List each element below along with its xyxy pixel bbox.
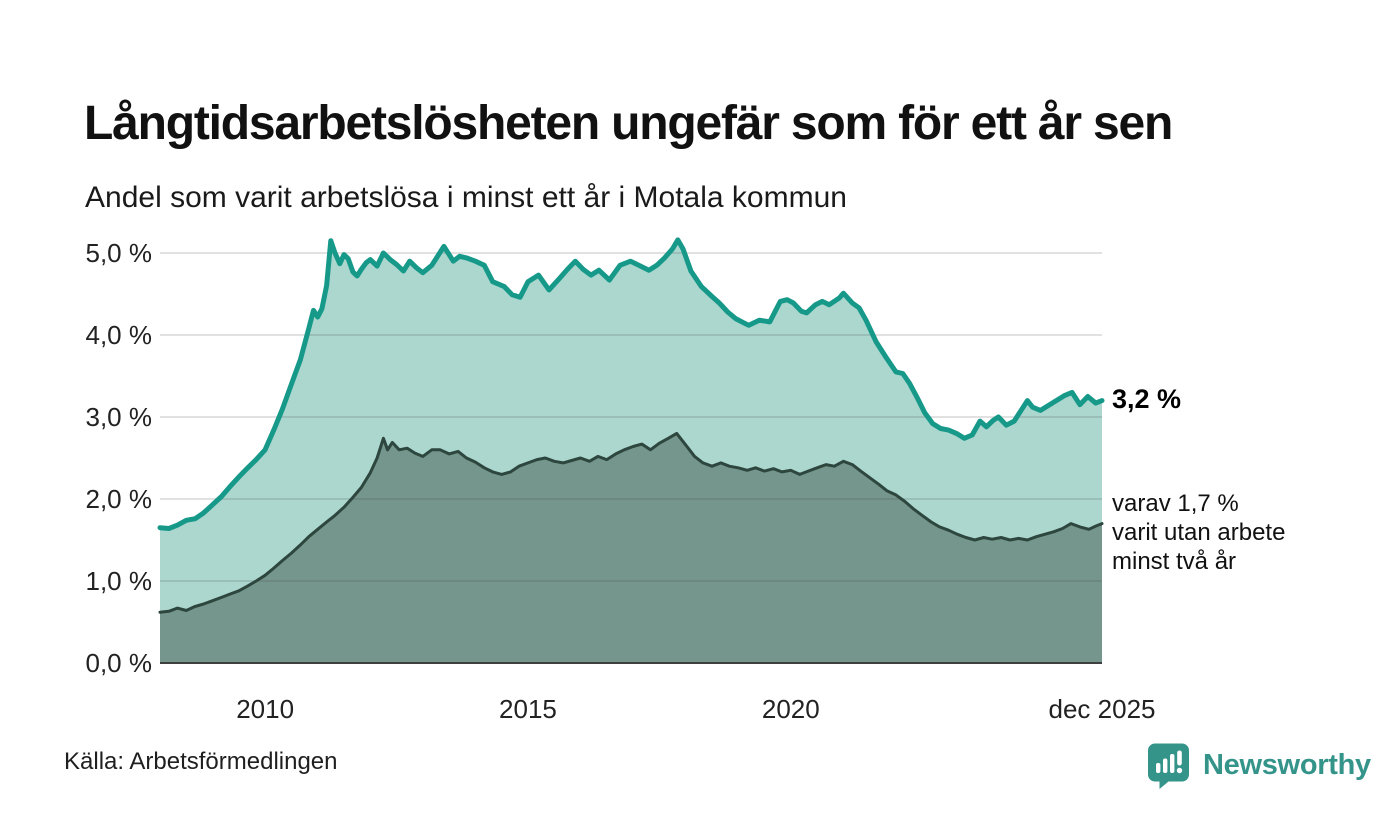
series-2-area — [160, 433, 1102, 663]
y-axis-tick-label: 1,0 % — [86, 566, 153, 596]
series-1-line — [157, 237, 1105, 531]
y-axis-tick-label: 3,0 % — [86, 402, 153, 432]
y-axis-tick-label: 2,0 % — [86, 484, 153, 514]
y-axis-tick-label: 0,0 % — [86, 648, 153, 678]
y-axis-tick-label: 5,0 % — [86, 238, 153, 268]
newsworthy-logo: Newsworthy — [1146, 742, 1371, 789]
series-2-line — [158, 431, 1104, 614]
x-axis-tick-label: 2015 — [499, 694, 557, 724]
page-title: Långtidsarbetslösheten ungefär som för e… — [84, 97, 1173, 151]
y-axis-tick-label: 4,0 % — [86, 320, 153, 350]
series1-end-value-label: 3,2 % — [1112, 383, 1182, 414]
page-subtitle: Andel som varit arbetslösa i minst ett å… — [85, 180, 847, 214]
x-axis-tick-label: dec 2025 — [1049, 694, 1156, 724]
newsworthy-speech-bubble-bar-chart-icon — [1148, 743, 1189, 789]
speech-bubble-shape — [1148, 743, 1189, 789]
source-attribution: Källa: Arbetsförmedlingen — [64, 748, 338, 775]
series2-end-value-label: varav 1,7 % varit utan arbete minst två … — [1112, 490, 1286, 575]
x-axis-tick-label: 2010 — [236, 694, 294, 724]
brand-name: Newsworthy — [1203, 749, 1371, 781]
x-axis-tick-label: 2020 — [762, 694, 820, 724]
